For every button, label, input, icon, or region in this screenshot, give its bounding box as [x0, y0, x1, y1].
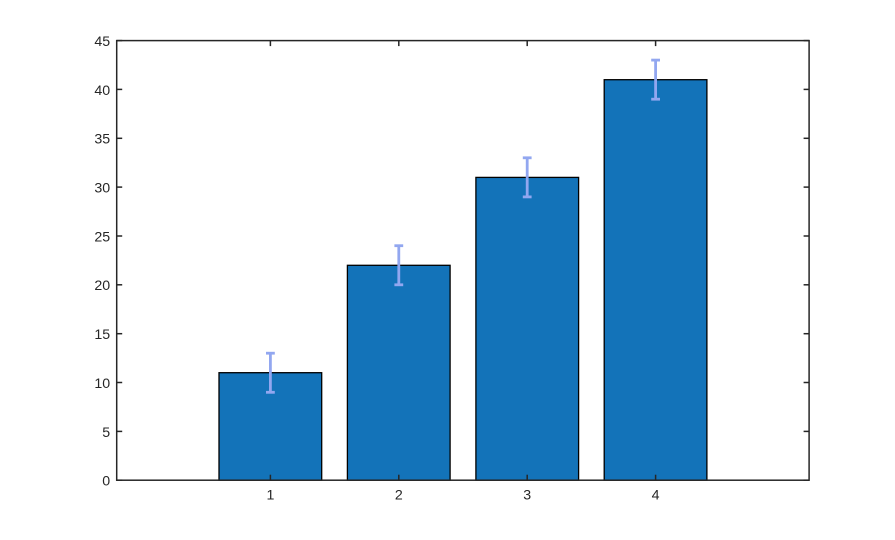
svg-text:2: 2	[395, 488, 403, 504]
svg-text:3: 3	[523, 488, 531, 504]
svg-text:15: 15	[94, 327, 110, 343]
svg-text:25: 25	[94, 229, 110, 245]
svg-text:5: 5	[102, 425, 110, 441]
svg-text:30: 30	[94, 181, 110, 197]
svg-text:10: 10	[94, 376, 110, 392]
svg-text:20: 20	[94, 278, 110, 294]
svg-text:4: 4	[652, 488, 660, 504]
svg-text:0: 0	[102, 474, 110, 490]
svg-text:35: 35	[94, 132, 110, 148]
svg-text:1: 1	[266, 488, 274, 504]
svg-text:40: 40	[94, 83, 110, 99]
svg-text:45: 45	[94, 34, 110, 50]
